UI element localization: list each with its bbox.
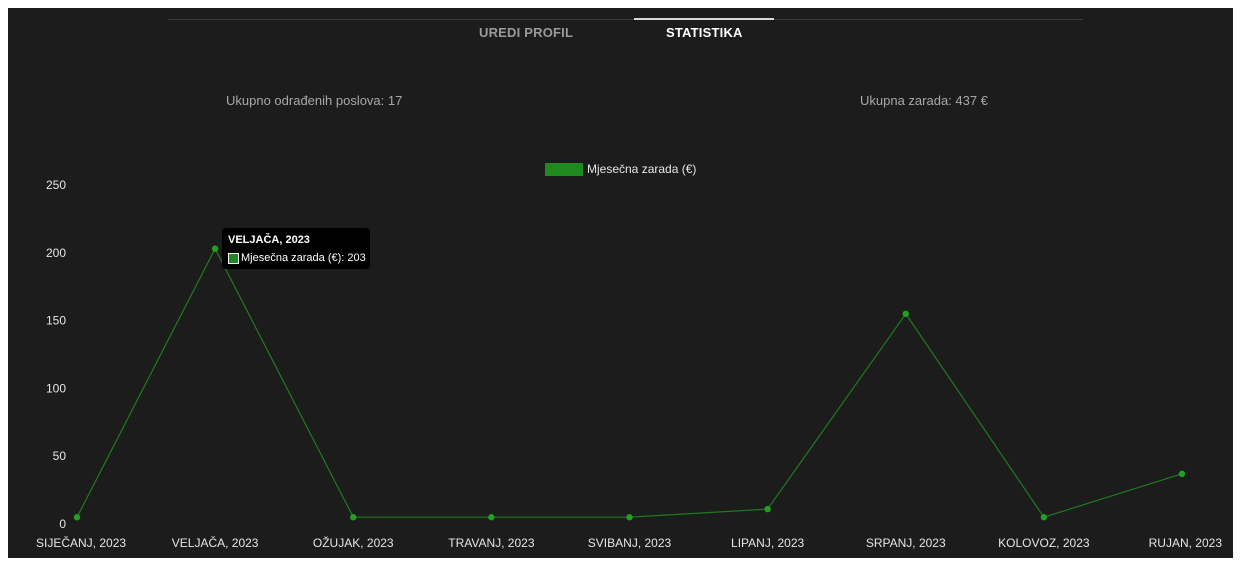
data-point[interactable]	[1178, 470, 1186, 478]
tabs-divider	[168, 19, 1083, 20]
tab-edit-profile[interactable]: UREDI PROFIL	[479, 25, 574, 40]
x-tick-label: SIJEČANJ, 2023	[36, 535, 126, 550]
x-tick-label: TRAVANJ, 2023	[448, 536, 535, 550]
y-tick-label: 50	[53, 449, 67, 463]
y-tick-label: 200	[46, 246, 66, 260]
y-tick-label: 100	[46, 381, 66, 395]
data-point[interactable]	[1040, 514, 1048, 521]
statistics-panel	[8, 8, 1233, 558]
chart-legend[interactable]: Mjesečna zarada (€)	[545, 162, 696, 176]
x-tick-label: RUJAN, 2023	[1149, 536, 1223, 550]
series-line	[76, 247, 1183, 518]
active-tab-indicator	[634, 18, 774, 20]
legend-label: Mjesečna zarada (€)	[587, 162, 696, 176]
data-point[interactable]	[350, 514, 357, 521]
x-tick-label: SVIBANJ, 2023	[588, 536, 672, 550]
data-point[interactable]	[488, 514, 495, 521]
x-tick-label: SRPANJ, 2023	[866, 536, 946, 550]
total-jobs-summary: Ukupno odrađenih poslova: 17	[226, 93, 403, 108]
x-tick-label: LIPANJ, 2023	[731, 536, 804, 550]
data-point[interactable]	[211, 245, 219, 252]
tooltip-swatch	[228, 253, 239, 264]
series-monthly-earnings	[73, 245, 1186, 521]
y-axis: 0 50 100 150 200 250	[46, 178, 66, 531]
legend-swatch	[545, 163, 583, 176]
x-axis: SIJEČANJ, 2023 VELJAČA, 2023 OŽUJAK, 2023 T…	[36, 535, 1222, 550]
y-tick-label: 150	[46, 314, 66, 328]
data-point[interactable]	[626, 514, 633, 521]
total-earnings-summary: Ukupna zarada: 437 €	[860, 93, 988, 108]
data-point[interactable]	[73, 514, 81, 521]
tooltip-value: Mjesečna zarada (€): 203	[241, 252, 366, 264]
data-point[interactable]	[764, 505, 771, 513]
data-point[interactable]	[902, 310, 909, 318]
y-tick-label: 0	[59, 517, 66, 531]
y-tick-label: 250	[46, 178, 66, 192]
data-point-tooltip: VELJAČA, 2023 Mjesečna zarada (€): 203	[222, 228, 370, 269]
tab-statistics[interactable]: STATISTIKA	[666, 25, 743, 40]
x-tick-label: VELJAČA, 2023	[172, 535, 259, 550]
tooltip-title: VELJAČA, 2023	[228, 234, 310, 246]
x-tick-label: OŽUJAK, 2023	[313, 535, 394, 550]
x-tick-label: KOLOVOZ, 2023	[998, 536, 1090, 550]
